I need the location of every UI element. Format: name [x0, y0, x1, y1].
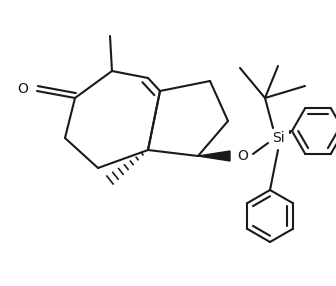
- Polygon shape: [198, 151, 230, 161]
- Text: O: O: [238, 149, 248, 163]
- Text: O: O: [17, 82, 29, 96]
- Text: Si: Si: [272, 131, 284, 145]
